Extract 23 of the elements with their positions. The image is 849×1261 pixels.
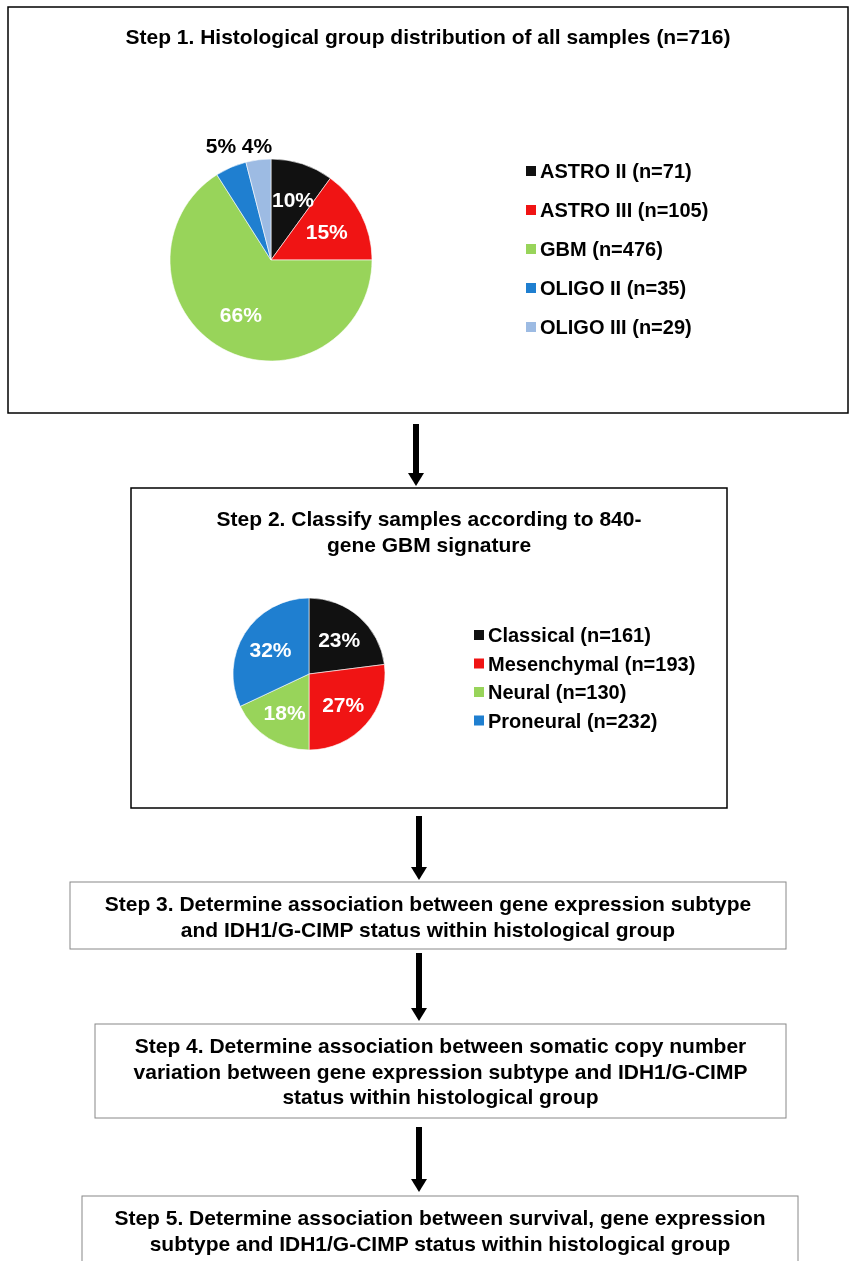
chart-title: Step 1. Histological group distribution of all samples (n=716) bbox=[125, 25, 731, 48]
legend-label: Neural (n=130) bbox=[488, 681, 627, 703]
data-label: 18% bbox=[263, 700, 306, 724]
legend-label: OLIGO III (n=29) bbox=[540, 316, 692, 338]
text: Step 3. Determine association between gene expression subtype and IDH1/G-CIMP status within histological group bbox=[104, 892, 752, 941]
data-label: 15% bbox=[305, 219, 349, 243]
data-label: 23% bbox=[318, 628, 361, 652]
data-label: 10% bbox=[271, 188, 315, 212]
data-label: 5% bbox=[205, 134, 237, 158]
legend-label: OLIGO II (n=35) bbox=[540, 277, 687, 299]
text: Step 5. Determine association between survival, gene expression subtype and IDH1/G-CIMP status within histological group bbox=[114, 1206, 766, 1255]
chart-title: Step 2. Classify samples according to 840-gene GBM signature bbox=[216, 507, 642, 556]
data-label: 32% bbox=[249, 637, 292, 661]
legend-label: Mesenchymal (n=193) bbox=[488, 652, 696, 675]
data-label: 27% bbox=[322, 692, 365, 716]
legend-label: Classical (n=161) bbox=[488, 624, 651, 646]
legend-label: GBM (n=476) bbox=[540, 238, 663, 260]
text: Step 4. Determine association between somatic copy number variation between gene expression subtype and IDH1/G-CIMP status within histological group bbox=[133, 1034, 748, 1109]
data-label: 66% bbox=[219, 303, 263, 327]
legend-label: ASTRO II (n=71) bbox=[540, 160, 692, 182]
legend-label: Proneural (n=232) bbox=[488, 709, 658, 732]
legend-label: ASTRO III (n=105) bbox=[540, 199, 709, 221]
data-label: 4% bbox=[241, 134, 273, 158]
